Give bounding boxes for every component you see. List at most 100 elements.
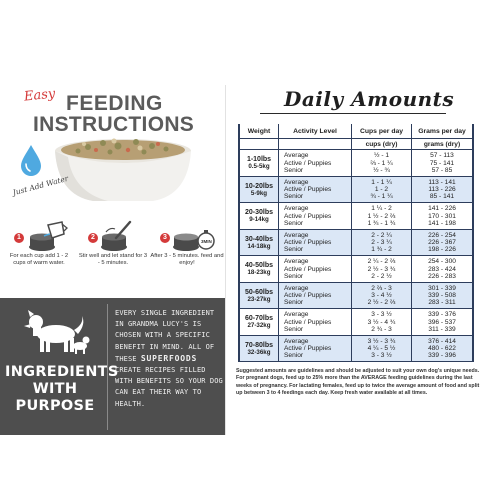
- ingredients-with-purpose-title: INGREDIENTS WITH PURPOSE: [5, 364, 118, 415]
- activity-level: Active / Puppies: [284, 159, 332, 167]
- table-row: 70-80lbs 32-36kg Average Active / Puppies Se…: [240, 335, 472, 361]
- cups-value: 1 - 2: [374, 186, 389, 194]
- cups-value: ¾ - 1 ¼: [370, 193, 393, 201]
- grams-cell: 339 - 376 396 - 537 311 - 339: [412, 309, 472, 335]
- table-row: 60-70lbs 27-32kg Average Active / Puppies Se…: [240, 309, 472, 335]
- cups-value: 2 ¾ - 3: [371, 325, 392, 333]
- step-1-text: For each cup add 1 - 2 cups of warm wate…: [9, 253, 69, 266]
- cups-value: 2 - 2 ¼: [371, 231, 392, 239]
- grams-value: 339 - 508: [428, 292, 456, 300]
- weight-cell: 40-50lbs 18-23kg: [240, 256, 278, 282]
- weight-lbs: 50-60lbs: [244, 288, 274, 296]
- column-header: Weight: [240, 124, 278, 138]
- activity-cell: Average Active / Puppies Senior: [279, 203, 351, 229]
- cups-value: 3 ½ - 4 ¾: [367, 318, 396, 326]
- grams-value: 113 - 141: [428, 178, 456, 186]
- activity-cell: Average Active / Puppies Senior: [279, 150, 351, 176]
- food-bowl-image: [55, 138, 191, 201]
- grams-cell: 376 - 414 480 - 622 339 - 396: [412, 335, 472, 361]
- cups-value: 4 ¼ - 5 ½: [367, 345, 396, 353]
- weight-kg: 14-18kg: [247, 242, 271, 250]
- ingredients-title-line-2: WITH: [32, 381, 78, 397]
- weight-lbs: 20-30lbs: [244, 209, 274, 217]
- activity-level: Active / Puppies: [284, 186, 332, 194]
- grams-value: 311 - 339: [428, 325, 456, 333]
- weight-kg: 23-27kg: [247, 295, 271, 303]
- grams-cell: 57 - 113 75 - 141 57 - 85: [412, 150, 472, 176]
- daily-amounts-panel: Daily Amounts Weight Activity Level Cups p…: [226, 85, 490, 435]
- activity-cell: Average Active / Puppies Senior: [279, 282, 351, 308]
- activity-level: Average: [284, 178, 309, 186]
- ingredients-text-b: CREATE RECIPES FILLED WITH BENEFITS SO Y…: [115, 366, 223, 408]
- feeding-instructions-panel: Easy FEEDING INSTRUCTIONS Just Add Water…: [0, 85, 225, 435]
- daily-amounts-title: Daily Amounts: [284, 87, 455, 111]
- unit-cell: [240, 139, 278, 149]
- heading-feeding: FEEDING: [66, 92, 163, 115]
- weight-kg: 5-9kg: [250, 189, 268, 197]
- dog-silhouettes-icon: [24, 310, 90, 354]
- weight-lbs: 40-50lbs: [244, 262, 274, 270]
- activity-level: Average: [284, 284, 309, 292]
- cups-value: 2 - 2 ½: [371, 272, 392, 280]
- step-1-badge: 1: [14, 233, 24, 243]
- grams-value: 283 - 311: [428, 299, 456, 307]
- activity-level: Active / Puppies: [284, 239, 332, 247]
- water-drop-icon: [21, 145, 41, 176]
- grams-value: 396 - 537: [428, 318, 456, 326]
- weight-lbs: 30-40lbs: [244, 235, 274, 243]
- ingredients-with-purpose-band: INGREDIENTS WITH PURPOSE EVERY SINGLE IN…: [0, 298, 225, 435]
- weight-cell: 20-30lbs 9-14kg: [240, 203, 278, 229]
- table-row: 50-60lbs 23-27kg Average Active / Puppies Se…: [240, 282, 472, 308]
- grams-value: 339 - 376: [428, 311, 456, 319]
- weight-cell: 70-80lbs 32-36kg: [240, 335, 278, 361]
- unit-cell: cups (dry): [352, 139, 411, 149]
- activity-level: Senior: [284, 352, 304, 360]
- ingredients-text-a: EVERY SINGLE INGREDIENT IN GRANDMA LUCY'…: [115, 309, 215, 363]
- weight-kg: 27-32kg: [247, 322, 271, 330]
- activity-level: Senior: [284, 272, 304, 280]
- bowl-timer-icon: [173, 230, 215, 251]
- activity-level: Senior: [284, 166, 304, 174]
- grams-value: 226 - 283: [428, 272, 456, 280]
- activity-level: Active / Puppies: [284, 318, 332, 326]
- weight-lbs: 70-80lbs: [244, 341, 274, 349]
- cups-value: 3 ½ - 3 ¾: [367, 337, 396, 345]
- grams-cell: 301 - 339 339 - 508 283 - 311: [412, 282, 472, 308]
- cups-value: 3 - 3 ½: [371, 352, 392, 360]
- grams-value: 226 - 254: [428, 231, 456, 239]
- ingredients-title-line-3: PURPOSE: [15, 398, 95, 414]
- activity-cell: Average Active / Puppies Senior: [279, 229, 351, 255]
- weight-lbs: 10-20lbs: [244, 182, 274, 190]
- activity-level: Average: [284, 205, 309, 213]
- panel-divider: [225, 85, 226, 435]
- grams-cell: 113 - 141 113 - 226 85 - 141: [412, 176, 472, 202]
- cups-value: ½ - ¾: [373, 166, 390, 174]
- cups-value: 2 ⅔ - 3: [371, 284, 392, 292]
- grams-value: 141 - 198: [428, 219, 456, 227]
- cups-value: 3 - 4 ½: [371, 292, 392, 300]
- table-row: 10-20lbs 5-9kg Average Active / Puppies Seni…: [240, 176, 472, 202]
- weight-kg: 32-36kg: [247, 348, 271, 356]
- weight-cell: 10-20lbs 5-9kg: [240, 176, 278, 202]
- weight-lbs: 1-10lbs: [246, 156, 272, 164]
- column-header: Grams per day: [412, 124, 472, 138]
- activity-level: Average: [284, 231, 309, 239]
- grams-value: 480 - 622: [428, 345, 456, 353]
- table-row: 40-50lbs 18-23kg Average Active / Puppies Se…: [240, 256, 472, 282]
- step-3-text: After 3 - 5 minutes. feed and enjoy!: [150, 253, 224, 266]
- table-row: 30-40lbs 14-18kg Average Active / Puppies Se…: [240, 229, 472, 255]
- weight-kg: 9-14kg: [249, 216, 269, 224]
- activity-level: Senior: [284, 299, 304, 307]
- table-units-row: cups (dry) grams (dry): [240, 139, 472, 149]
- table-header-row: Weight Activity Level Cups per day Grams pe…: [240, 124, 472, 138]
- measuring-cup-icon: [29, 221, 68, 251]
- weight-kg: 18-23kg: [247, 269, 271, 277]
- grams-value: 113 - 226: [428, 186, 456, 194]
- activity-level: Average: [284, 258, 309, 266]
- cups-value: 2 ½ - 2 ⅔: [367, 299, 396, 307]
- weight-cell: 60-70lbs 27-32kg: [240, 309, 278, 335]
